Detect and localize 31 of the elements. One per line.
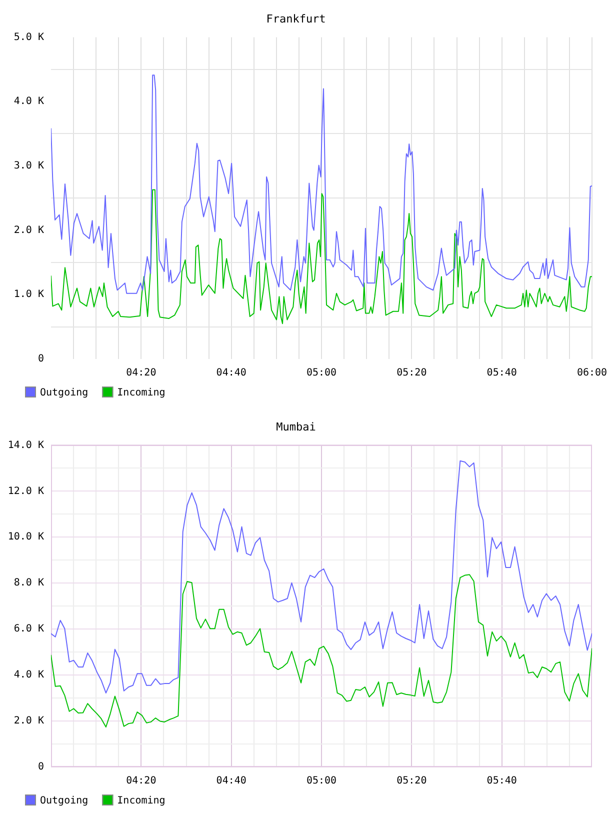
x-tick-label: 05:40: [486, 368, 517, 379]
x-tick-label: 05:40: [486, 776, 517, 787]
x-tick-label: 04:40: [216, 776, 246, 787]
y-tick-label: 5.0 K: [14, 32, 44, 43]
legend-label: Incoming: [117, 388, 166, 399]
chart-title: Frankfurt: [266, 12, 326, 26]
legend-label: Outgoing: [40, 796, 88, 807]
y-tick-label: 8.0 K: [14, 578, 44, 589]
y-tick-label: 10.0 K: [8, 532, 44, 543]
y-tick-label: 6.0 K: [14, 624, 44, 635]
y-tick-label: 2.0 K: [14, 716, 44, 727]
y-tick-label: 4.0 K: [14, 96, 44, 108]
y-tick-label: 14.0 K: [8, 440, 44, 451]
x-tick-label: 06:00: [576, 368, 608, 379]
y-tick-label: 12.0 K: [8, 486, 44, 497]
y-tick-label: 1.0 K: [14, 289, 44, 300]
x-tick-label: 05:00: [306, 368, 337, 379]
x-tick-label: 05:20: [396, 776, 427, 787]
y-tick-label: 4.0 K: [14, 670, 44, 681]
y-tick-label: 2.0 K: [14, 224, 44, 236]
chart-title: Mumbai: [276, 420, 316, 434]
y-tick-label: 0: [38, 354, 44, 365]
x-tick-label: 04:20: [126, 776, 156, 787]
x-tick-label: 04:20: [126, 368, 156, 379]
y-tick-label: 0: [38, 762, 44, 773]
y-tick-label: 3.0 K: [14, 160, 44, 172]
legend-label: Incoming: [117, 796, 166, 807]
x-tick-label: 04:40: [216, 368, 246, 379]
x-tick-label: 05:20: [396, 368, 427, 379]
legend-label: Outgoing: [40, 388, 88, 399]
x-tick-label: 05:00: [306, 776, 337, 787]
